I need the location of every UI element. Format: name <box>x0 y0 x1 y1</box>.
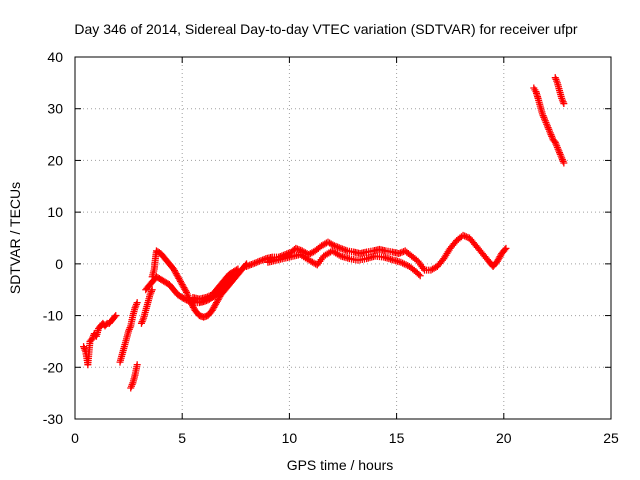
series-seg-i <box>264 247 424 280</box>
series-seg-c <box>127 361 141 392</box>
x-tick-label: 20 <box>496 430 512 446</box>
data-point <box>102 321 110 329</box>
y-tick-label: -10 <box>43 308 63 324</box>
data-point <box>148 286 156 294</box>
chart-title: Day 346 of 2014, Sidereal Day-to-day VTE… <box>74 21 578 37</box>
series-seg-k <box>551 74 568 108</box>
series-seg-a <box>80 312 120 369</box>
series-seg-h <box>243 231 510 274</box>
data-point <box>502 244 510 252</box>
x-axis-label: GPS time / hours <box>287 457 394 473</box>
y-tick-label: 20 <box>47 152 63 168</box>
data-point <box>416 272 424 280</box>
y-tick-labels: -30 -20 -10 0 10 20 30 40 <box>43 49 63 427</box>
data-point <box>133 299 141 307</box>
data-point <box>139 316 147 324</box>
data-point <box>133 361 141 369</box>
data-points <box>80 74 568 392</box>
data-point <box>182 287 190 295</box>
series-seg-j <box>530 84 568 167</box>
data-point <box>132 302 140 310</box>
data-point <box>233 266 241 274</box>
x-tick-label: 0 <box>71 430 79 446</box>
data-point <box>501 246 509 254</box>
x-tick-label: 5 <box>178 430 186 446</box>
x-tick-label: 15 <box>389 430 405 446</box>
y-tick-label: 0 <box>55 256 63 272</box>
data-point <box>147 289 155 297</box>
x-tick-label: 10 <box>282 430 298 446</box>
y-tick-label: -30 <box>43 411 63 427</box>
plot-frame <box>74 56 612 420</box>
data-point <box>128 381 136 389</box>
y-tick-label: 30 <box>47 101 63 117</box>
data-point <box>560 100 568 108</box>
series-seg-g <box>189 265 242 303</box>
data-point <box>415 270 423 278</box>
grid-lines <box>75 57 611 419</box>
x-tick-labels: 0 5 10 15 20 25 <box>71 430 619 446</box>
data-point <box>560 159 568 167</box>
data-point <box>111 313 119 321</box>
series-seg-d <box>137 286 156 327</box>
data-point <box>234 265 242 273</box>
axis-ticks <box>74 56 612 420</box>
data-point <box>329 241 337 249</box>
data-point <box>112 312 120 320</box>
y-tick-label: 10 <box>47 204 63 220</box>
y-axis-label: SDTVAR / TECUs <box>7 182 23 294</box>
y-tick-label: -20 <box>43 359 63 375</box>
series-seg-b <box>116 299 141 366</box>
x-tick-label: 25 <box>603 430 619 446</box>
y-tick-label: 40 <box>47 49 63 65</box>
data-point <box>553 77 561 85</box>
data-point <box>558 96 566 104</box>
